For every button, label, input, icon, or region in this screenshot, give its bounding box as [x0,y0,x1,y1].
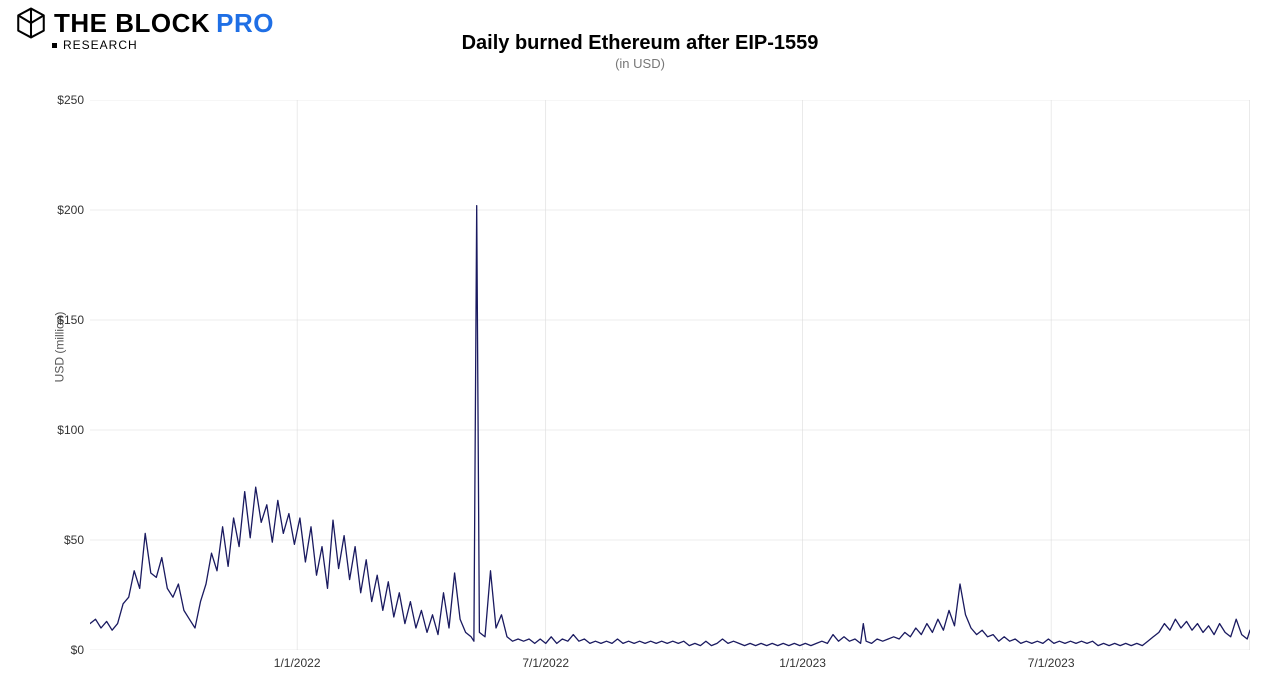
y-tick-label: $250 [34,93,84,107]
chart-plot [90,100,1250,650]
y-tick-label: $50 [34,533,84,547]
chart-subtitle: (in USD) [0,56,1280,71]
x-tick-label: 7/1/2022 [522,656,569,670]
y-tick-label: $200 [34,203,84,217]
x-tick-label: 7/1/2023 [1028,656,1075,670]
chart-title: Daily burned Ethereum after EIP-1559 [0,32,1280,55]
y-tick-label: $150 [34,313,84,327]
page-root: THE BLOCK PRO RESEARCH Daily burned Ethe… [0,0,1280,693]
x-tick-label: 1/1/2022 [274,656,321,670]
x-tick-label: 1/1/2023 [779,656,826,670]
y-tick-label: $0 [34,643,84,657]
y-tick-label: $100 [34,423,84,437]
